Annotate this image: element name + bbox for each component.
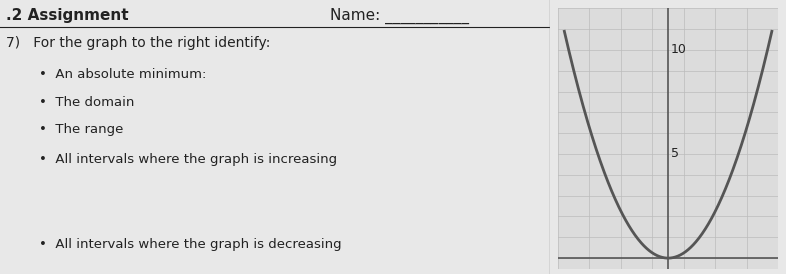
Text: .2 Assignment: .2 Assignment <box>6 8 128 23</box>
Text: 5: 5 <box>670 147 678 161</box>
Text: •  An absolute minimum:: • An absolute minimum: <box>39 68 206 81</box>
Text: 7)   For the graph to the right identify:: 7) For the graph to the right identify: <box>6 36 270 50</box>
Text: •  All intervals where the graph is increasing: • All intervals where the graph is incre… <box>39 153 336 166</box>
Text: •  The range: • The range <box>39 123 123 136</box>
Text: •  The domain: • The domain <box>39 96 134 109</box>
Text: •  All intervals where the graph is decreasing: • All intervals where the graph is decre… <box>39 238 341 251</box>
Text: Name: ___________: Name: ___________ <box>330 8 469 24</box>
Text: 10: 10 <box>670 43 686 56</box>
